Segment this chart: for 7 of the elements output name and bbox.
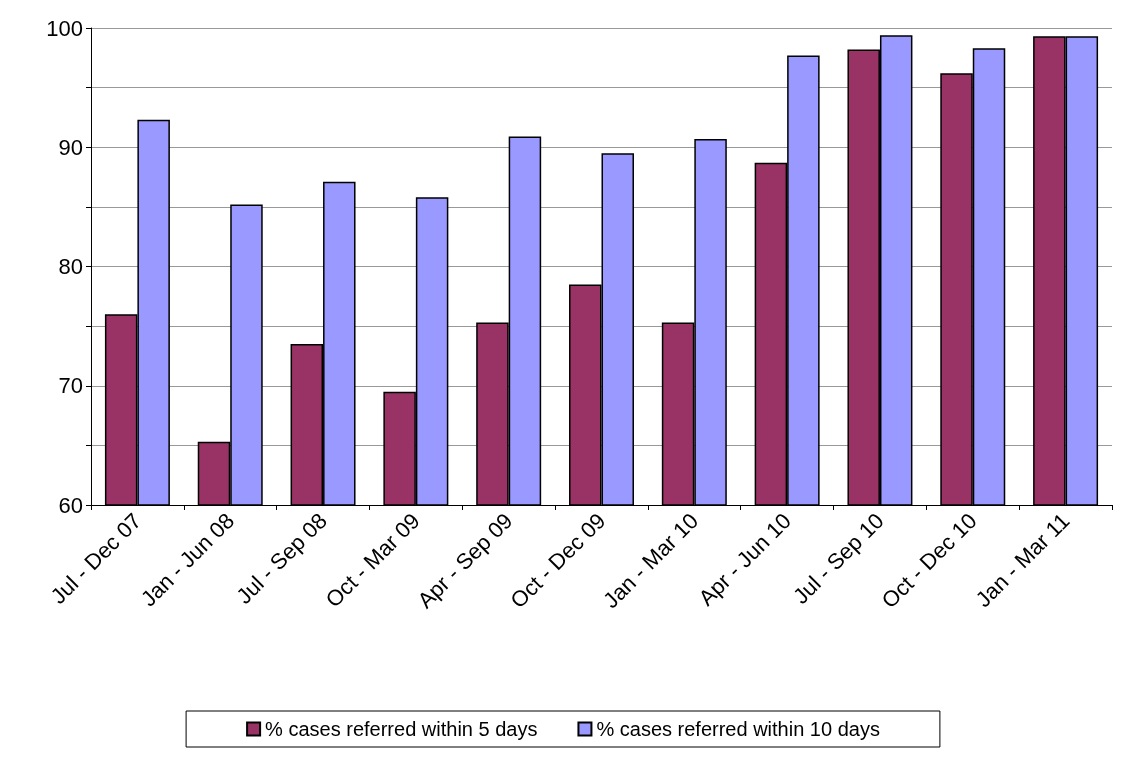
legend-label: % cases referred within 5 days	[265, 718, 538, 740]
y-tick-label: 80	[58, 254, 83, 279]
legend-label: % cases referred within 10 days	[596, 718, 880, 740]
y-tick-label: 90	[58, 134, 83, 160]
y-tick-label: 70	[58, 373, 83, 399]
y-tick-label: 60	[58, 492, 83, 518]
y-tick-label: 100	[46, 15, 83, 41]
